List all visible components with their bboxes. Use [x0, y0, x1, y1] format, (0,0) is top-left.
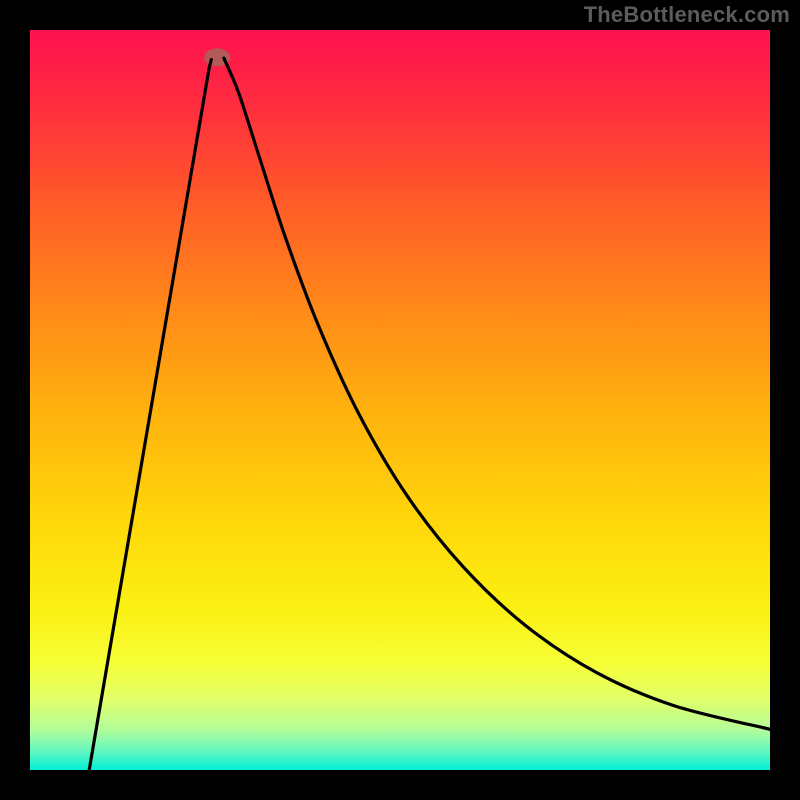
chart-background: [30, 30, 770, 770]
chart-container: TheBottleneck.com: [0, 0, 800, 800]
watermark-text: TheBottleneck.com: [584, 2, 790, 28]
bottleneck-curve-chart: [0, 0, 800, 800]
